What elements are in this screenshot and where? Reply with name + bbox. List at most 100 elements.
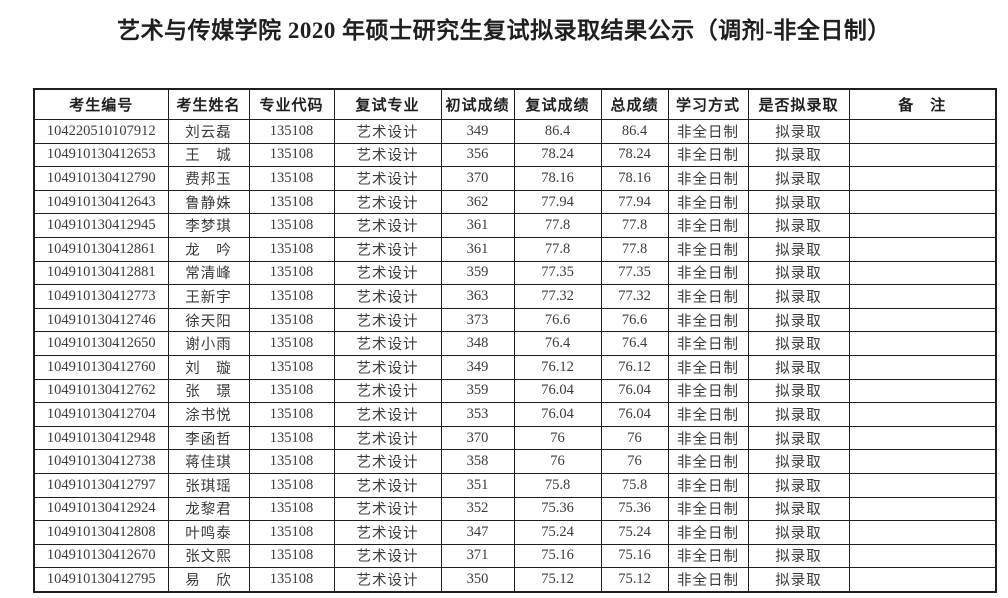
cell-admission_status: 拟录取 (747, 496, 850, 522)
cell-total_score: 77.8 (600, 213, 669, 238)
column-header-initial_score: 初试成绩 (440, 88, 515, 120)
column-header-name: 考生姓名 (167, 88, 250, 120)
cell-retest_score: 75.12 (513, 567, 602, 593)
cell-remark (848, 449, 997, 474)
cell-admission_status: 拟录取 (747, 119, 850, 144)
cell-remark (848, 496, 997, 522)
cell-retest_score: 77.94 (513, 189, 602, 215)
cell-total_score: 75.16 (600, 543, 669, 569)
table-row: 104910130412760 刘 璇 135108 艺术设计 349 76.12 76.1… (33, 354, 997, 380)
cell-total_score: 77.35 (600, 260, 669, 286)
cell-retest_major: 艺术设计 (333, 307, 442, 333)
cell-admission_status: 拟录取 (747, 567, 850, 593)
cell-name: 蒋佳琪 (167, 449, 250, 474)
cell-candidate_id: 104910130412704 (33, 402, 169, 427)
cell-retest_score: 86.4 (513, 119, 602, 144)
cell-study_mode: 非全日制 (667, 166, 749, 191)
cell-study_mode: 非全日制 (667, 213, 749, 238)
cell-study_mode: 非全日制 (667, 260, 749, 286)
cell-retest_major: 艺术设计 (333, 189, 442, 215)
cell-retest_major: 艺术设计 (333, 354, 442, 380)
cell-total_score: 76 (600, 425, 669, 451)
cell-candidate_id: 104910130412670 (33, 543, 169, 569)
cell-retest_major: 艺术设计 (333, 472, 442, 498)
cell-major_code: 135108 (248, 449, 335, 474)
cell-admission_status: 拟录取 (747, 189, 850, 215)
table-row: 104910130412650 谢小雨 135108 艺术设计 348 76.4 76.4 非… (33, 331, 997, 356)
cell-initial_score: 361 (440, 213, 515, 238)
cell-major_code: 135108 (248, 472, 335, 498)
cell-name: 李函哲 (167, 425, 250, 451)
cell-candidate_id: 104910130412881 (33, 260, 169, 286)
cell-study_mode: 非全日制 (667, 543, 749, 569)
cell-study_mode: 非全日制 (667, 567, 749, 593)
cell-retest_major: 艺术设计 (333, 142, 442, 168)
cell-remark (848, 260, 997, 286)
cell-study_mode: 非全日制 (667, 331, 749, 356)
cell-remark (848, 331, 997, 356)
cell-name: 龙 吟 (167, 236, 250, 262)
cell-name: 刘云磊 (167, 119, 250, 144)
table-row: 104910130412861 龙 吟 135108 艺术设计 361 77.8 77.8 非… (33, 236, 997, 262)
cell-total_score: 76 (600, 449, 669, 474)
cell-retest_major: 艺术设计 (333, 520, 442, 545)
cell-candidate_id: 104910130412738 (33, 449, 169, 474)
cell-admission_status: 拟录取 (747, 284, 850, 309)
column-header-remark: 备 注 (848, 88, 997, 120)
table-row: 104910130412762 张 璟 135108 艺术设计 359 76.04 76.0… (33, 378, 997, 404)
cell-candidate_id: 104910130412760 (33, 354, 169, 380)
cell-remark (848, 307, 997, 333)
cell-remark (848, 378, 997, 404)
cell-candidate_id: 104220510107912 (33, 119, 169, 144)
cell-name: 张文熙 (167, 543, 250, 569)
cell-retest_score: 77.8 (513, 236, 602, 262)
cell-study_mode: 非全日制 (667, 189, 749, 215)
cell-major_code: 135108 (248, 213, 335, 238)
cell-total_score: 76.12 (600, 354, 669, 380)
cell-total_score: 75.24 (600, 520, 669, 545)
cell-major_code: 135108 (248, 142, 335, 168)
cell-remark (848, 520, 997, 545)
cell-remark (848, 425, 997, 451)
cell-study_mode: 非全日制 (667, 449, 749, 474)
cell-admission_status: 拟录取 (747, 331, 850, 356)
table-row: 104220510107912 刘云磊 135108 艺术设计 349 86.4 86.4 非… (33, 119, 997, 144)
cell-admission_status: 拟录取 (747, 260, 850, 286)
cell-name: 常清峰 (167, 260, 250, 286)
cell-major_code: 135108 (248, 567, 335, 593)
cell-candidate_id: 104910130412797 (33, 472, 169, 498)
cell-initial_score: 362 (440, 189, 515, 215)
cell-major_code: 135108 (248, 402, 335, 427)
column-header-admission_status: 是否拟录取 (747, 88, 850, 120)
cell-retest_major: 艺术设计 (333, 449, 442, 474)
cell-name: 王新宇 (167, 284, 250, 309)
cell-major_code: 135108 (248, 496, 335, 522)
cell-remark (848, 189, 997, 215)
cell-candidate_id: 104910130412808 (33, 520, 169, 545)
cell-retest_major: 艺术设计 (333, 378, 442, 404)
table-row: 104910130412945 李梦琪 135108 艺术设计 361 77.8 77.8 非… (33, 213, 997, 238)
cell-retest_score: 75.16 (513, 543, 602, 569)
table-row: 104910130412746 徐天阳 135108 艺术设计 373 76.6 76.6 非… (33, 307, 997, 333)
column-header-total_score: 总成绩 (600, 88, 669, 120)
cell-initial_score: 353 (440, 402, 515, 427)
cell-initial_score: 370 (440, 166, 515, 191)
cell-major_code: 135108 (248, 378, 335, 404)
cell-admission_status: 拟录取 (747, 213, 850, 238)
column-header-major_code: 专业代码 (248, 88, 335, 120)
cell-candidate_id: 104910130412945 (33, 213, 169, 238)
column-header-retest_major: 复试专业 (333, 88, 442, 120)
cell-initial_score: 370 (440, 425, 515, 451)
cell-retest_score: 76.6 (513, 307, 602, 333)
table-row: 104910130412653 王 城 135108 艺术设计 356 78.24 78.2… (33, 142, 997, 168)
cell-candidate_id: 104910130412746 (33, 307, 169, 333)
cell-total_score: 77.8 (600, 236, 669, 262)
cell-admission_status: 拟录取 (747, 166, 850, 191)
cell-total_score: 78.24 (600, 142, 669, 168)
cell-retest_major: 艺术设计 (333, 260, 442, 286)
cell-total_score: 75.36 (600, 496, 669, 522)
table-row: 104910130412773 王新宇 135108 艺术设计 363 77.32 77.3… (33, 284, 997, 309)
cell-retest_score: 76 (513, 425, 602, 451)
cell-retest_score: 75.24 (513, 520, 602, 545)
cell-study_mode: 非全日制 (667, 520, 749, 545)
